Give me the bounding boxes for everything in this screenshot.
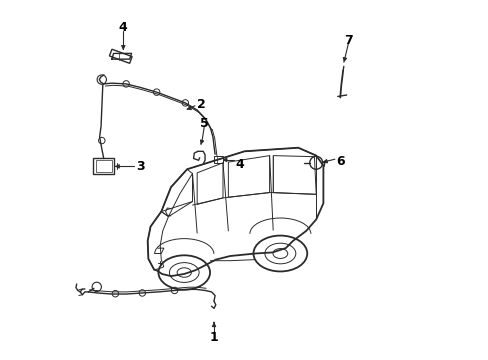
Text: 6: 6 — [335, 155, 344, 168]
Text: 4: 4 — [235, 158, 244, 171]
Text: 5: 5 — [200, 117, 208, 130]
Text: 1: 1 — [209, 330, 218, 343]
Text: 3: 3 — [136, 160, 144, 173]
Text: 7: 7 — [344, 33, 352, 47]
Text: 2: 2 — [197, 98, 205, 111]
Text: 4: 4 — [119, 21, 127, 34]
